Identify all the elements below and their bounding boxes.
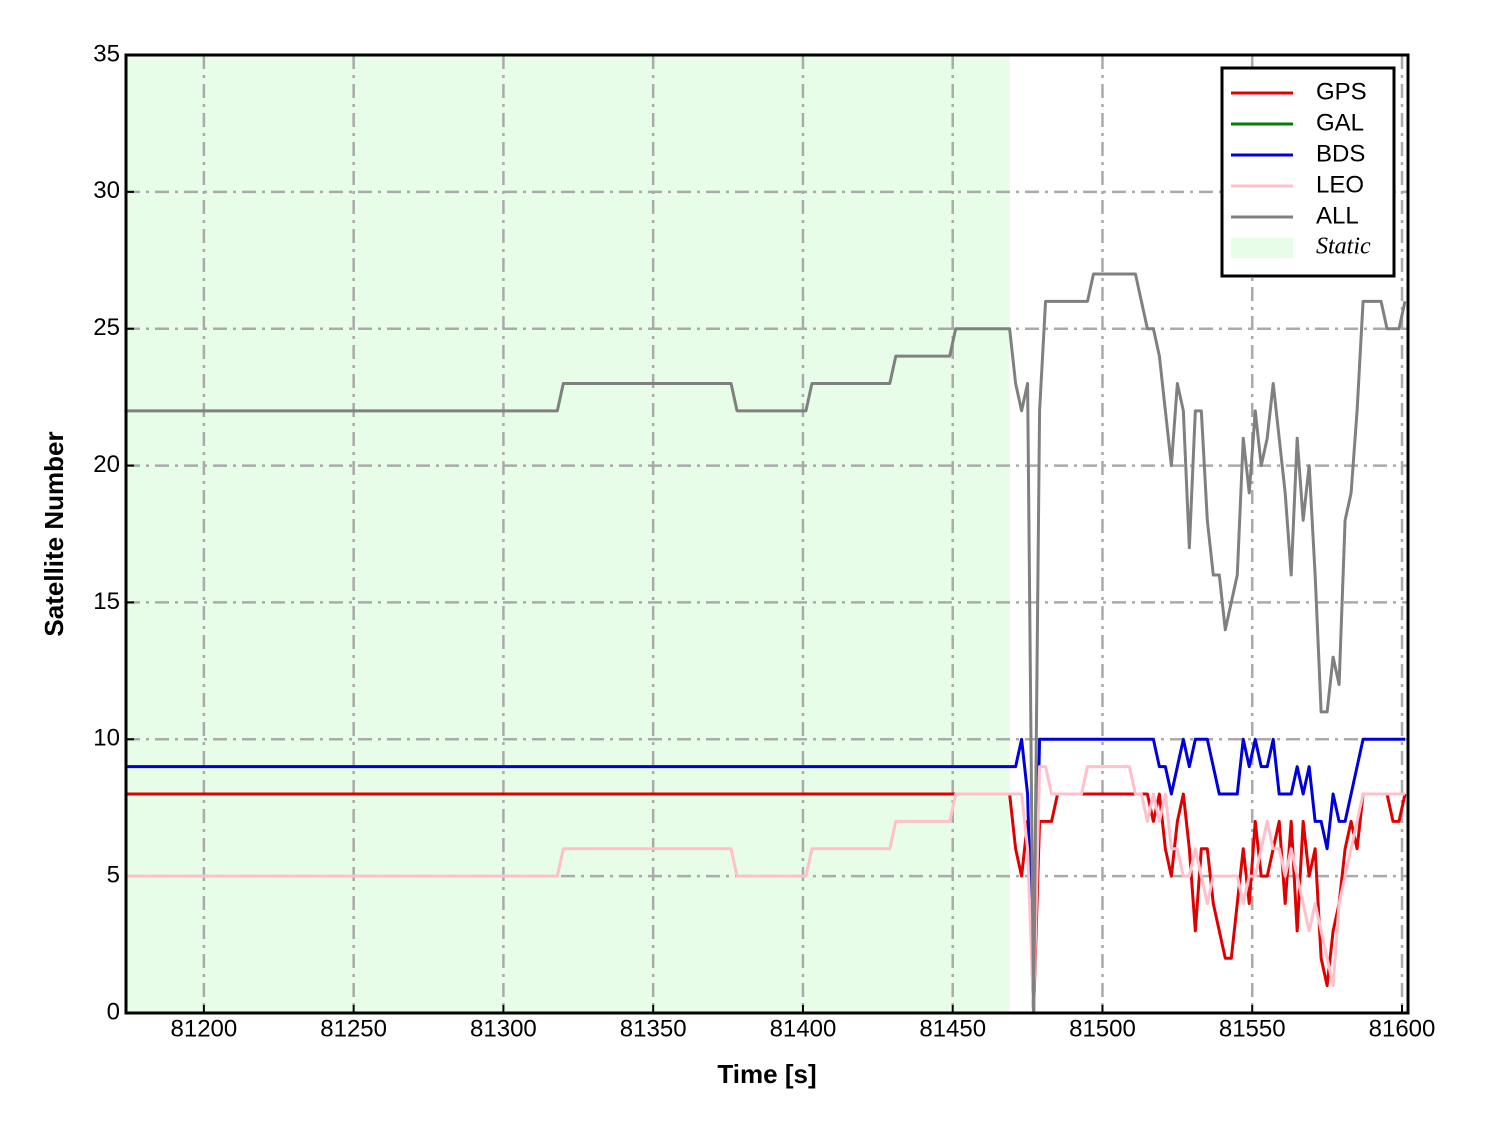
plot-frame [124, 53, 1410, 1015]
x-tick-label: 81400 [770, 1015, 837, 1042]
y-tick-label: 5 [107, 861, 120, 888]
legend-label: GPS [1316, 78, 1367, 105]
x-tick-label: 81350 [620, 1015, 687, 1042]
legend-label: ALL [1316, 202, 1359, 229]
plot-lines [126, 272, 1407, 1013]
x-tick-label: 81550 [1219, 1015, 1286, 1042]
legend-swatch [1231, 238, 1293, 258]
y-tick-label: 0 [107, 998, 120, 1025]
y-tick-label: 20 [93, 451, 120, 478]
x-tick-label: 81600 [1369, 1015, 1436, 1042]
x-axis-title: Time [s] [717, 1059, 816, 1089]
y-tick-label: 25 [93, 314, 120, 341]
series-line [126, 272, 1407, 1013]
y-tick-label: 10 [93, 725, 120, 752]
legend-label: BDS [1316, 140, 1365, 167]
series-line [126, 765, 1405, 1013]
y-tick-label: 35 [93, 40, 120, 67]
x-tick-label: 81300 [470, 1015, 537, 1042]
y-axis-title: Satellite Number [39, 431, 69, 636]
static-region [126, 55, 1010, 1013]
x-tick-label: 81250 [320, 1015, 387, 1042]
x-tick-label: 81450 [919, 1015, 986, 1042]
y-tick-label: 15 [93, 588, 120, 615]
series-line [126, 737, 1405, 1013]
y-tick-label: 30 [93, 177, 120, 204]
legend-label: LEO [1316, 171, 1364, 198]
legend-label: Static [1316, 234, 1371, 260]
x-tick-label: 81200 [171, 1015, 238, 1042]
legend-label: GAL [1316, 109, 1364, 136]
x-tick-label: 81500 [1069, 1015, 1136, 1042]
